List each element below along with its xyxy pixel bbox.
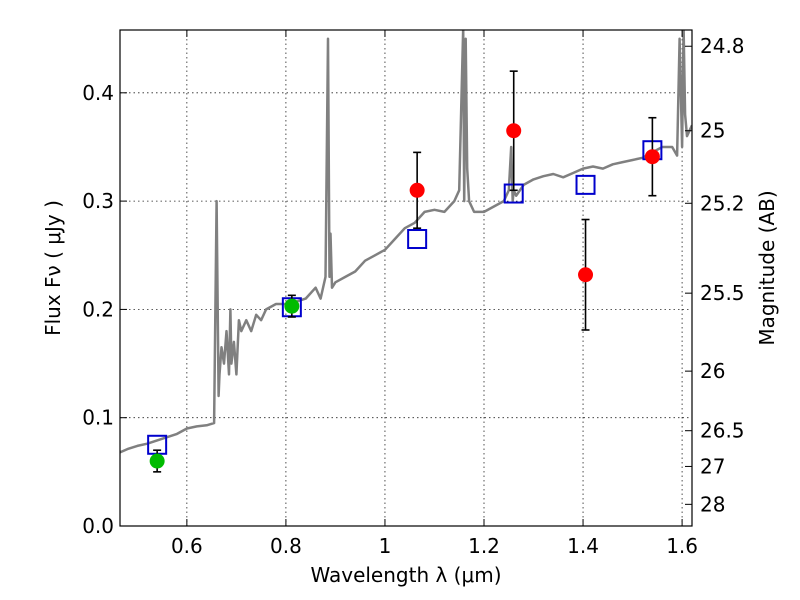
- y2-tick-label: 25.5: [700, 281, 745, 305]
- observed-flux-point: [506, 123, 522, 139]
- y2-tick-label: 25: [700, 119, 725, 143]
- y-tick-label: 0.1: [82, 406, 114, 430]
- y-tick-label: 0.3: [82, 189, 114, 213]
- plot-area: [120, 30, 692, 473]
- x-tick-label: 0.6: [171, 534, 203, 558]
- y2-tick-label: 27: [700, 454, 725, 478]
- observed-flux-point: [149, 453, 165, 469]
- model-photometry-square: [407, 229, 428, 250]
- y-tick-label: 0.0: [82, 514, 114, 538]
- observed-flux-point: [578, 267, 594, 283]
- x-tick-label: 1: [379, 534, 392, 558]
- x-tick-label: 1.2: [468, 534, 500, 558]
- observed-flux-point: [644, 149, 660, 165]
- sed-model-line: [120, 30, 692, 454]
- observed-flux-point: [409, 182, 425, 198]
- y2-tick-label: 25.2: [700, 191, 745, 215]
- y2-tick-label: 28: [700, 492, 725, 516]
- x-tick-label: 1.6: [666, 534, 698, 558]
- y-tick-label: 0.4: [82, 81, 114, 105]
- plot-frame: [119, 29, 693, 527]
- observed-flux-point: [284, 298, 300, 314]
- tick-layer: 0.6 0.8 1 1.2 1.4 1.6 0.0 0.1 0.2 0.3 0.4 24.8 25 25.…: [82, 30, 745, 558]
- x-axis-label: Wavelength λ (μm): [310, 563, 501, 587]
- x-tick-label: 1.4: [567, 534, 599, 558]
- model-photometry-square: [575, 174, 596, 195]
- x-tick-label: 0.8: [270, 534, 302, 558]
- y-tick-label: 0.2: [82, 297, 114, 321]
- y2-tick-label: 24.8: [700, 34, 745, 58]
- y-axis-label: Flux Fν ( μJy ): [41, 200, 65, 336]
- y2-tick-label: 26.5: [700, 419, 745, 443]
- y2-tick-label: 26: [700, 359, 725, 383]
- y2-axis-label: Magnitude (AB): [755, 190, 779, 345]
